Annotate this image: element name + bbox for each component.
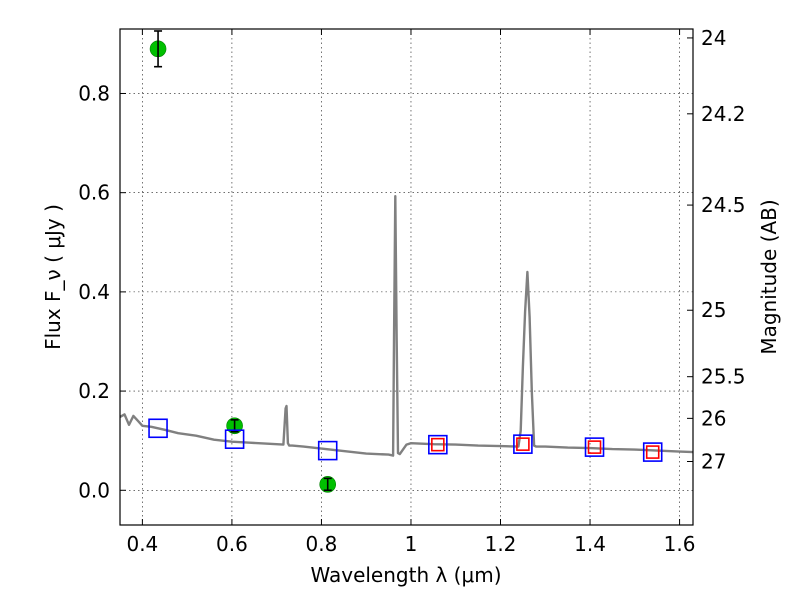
x-tick-label: 0.8 [306,532,338,556]
right-tick-label: 27 [701,450,726,474]
y-tick-label: 0.6 [78,181,110,205]
x-tick-label: 0.6 [216,532,248,556]
right-tick-label: 24.5 [701,193,746,217]
right-tick-label: 24.2 [701,102,746,126]
plot-area-background [120,29,693,525]
model-point-blue [584,437,605,457]
x-tick-label: 0.4 [126,532,158,556]
axes: 0.4 0.6 0.8 1 1.2 1.4 1.6 0.0 0.2 0.4 0.6 0.8 24 24.2… [78,26,745,556]
spectrum-line [120,194,693,457]
data-layer [120,30,693,493]
model-point-blue [513,434,533,454]
y-tick-label: 0.8 [78,81,110,105]
plot-frame [119,28,694,526]
model-point-blue [224,429,245,449]
right-tick-label: 25 [701,298,726,322]
model-point-red [431,437,445,452]
y-tick-label: 0.0 [78,478,110,502]
x-tick-label: 1.2 [485,532,517,556]
model-point-blue [642,442,663,462]
model-point-red [645,445,660,459]
model-point-red [516,437,530,451]
right-tick-label: 26 [701,406,726,430]
right-tick-label: 25.5 [701,365,746,389]
y-tick-label: 0.4 [78,280,110,304]
right-tick-label: 24 [701,26,726,50]
model-point-red [587,440,602,454]
gridlines [120,29,693,525]
y-tick-label: 0.2 [78,379,110,403]
model-point-blue [317,440,338,461]
y-axis-label: Flux F_ν ( μJy ) [41,204,65,350]
right-axis-label: Magnitude (AB) [757,199,781,354]
model-point-blue [148,418,168,439]
model-point-blue [428,434,448,455]
x-axis-label: Wavelength λ (μm) [310,563,501,587]
x-tick-label: 1.6 [664,532,696,556]
x-tick-label: 1.4 [574,532,606,556]
x-tick-label: 1 [405,532,418,556]
